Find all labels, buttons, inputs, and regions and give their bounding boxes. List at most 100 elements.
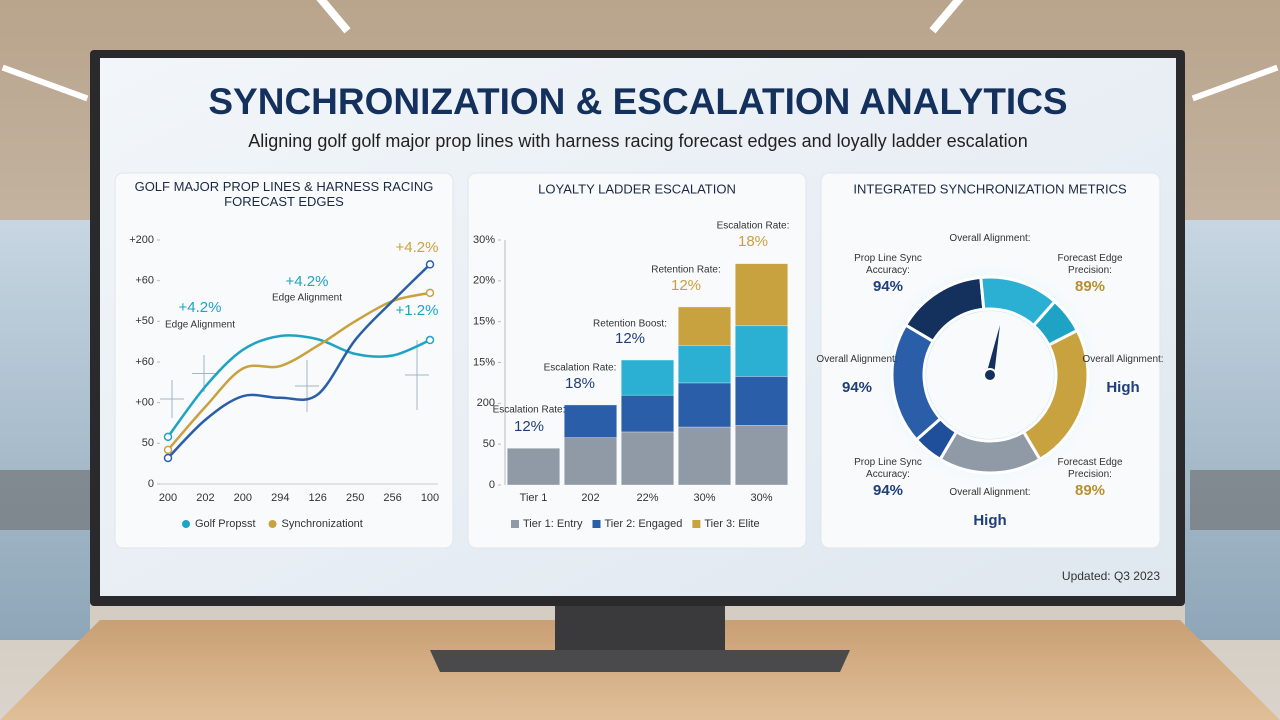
annotation-label: Overall Alignment: (1082, 354, 1164, 365)
point (163, 453, 173, 463)
annotation-value: 89% (1074, 482, 1106, 499)
legend-swatch (692, 520, 701, 528)
x-tick-label: 200 (159, 492, 177, 504)
legend-label: Tier 1: Entry (523, 518, 583, 530)
annotation-value: 94% (872, 482, 904, 499)
updated-note: Updated: Q3 2023 (1062, 569, 1160, 583)
chart-title: GOLF MAJOR PROP LINES & HARNESS RACING F… (134, 180, 434, 209)
annotation-value: 89% (1074, 278, 1106, 295)
bar-segment (563, 437, 618, 486)
annotation-value: 94% (872, 482, 904, 499)
x-tick-label: Tier 1 (520, 492, 548, 504)
bar-segment (677, 426, 732, 486)
chair (0, 470, 90, 530)
y-tick-label: 50 (142, 437, 154, 449)
point (425, 335, 435, 345)
y-tick-label: 20% (473, 275, 495, 287)
x-tick-label: 100 (421, 492, 439, 504)
page-title: SYNCHRONIZATION & ESCALATION ANALYTICS (208, 81, 1067, 122)
annotation-value: 12% (514, 418, 544, 435)
bar-segment (734, 425, 789, 486)
annotation-label: Overall Alignment: (1082, 354, 1164, 365)
annotation-label: Forecast Edge Precision: (1057, 253, 1123, 276)
line-series (166, 334, 431, 438)
y-tick-label: 200 (477, 397, 495, 409)
y-tick-label: 15% (473, 356, 495, 368)
bar-segment (734, 325, 789, 377)
bar-segment (677, 382, 732, 428)
annotation-value: 94% (872, 278, 904, 295)
annotation-value: 94% (841, 379, 873, 396)
annotation: Edge Alignment (165, 320, 235, 331)
x-tick-label: 202 (581, 492, 599, 504)
y-tick-label: 15% (473, 316, 495, 328)
annotation-label: Overall Alignment: (949, 487, 1031, 498)
point (425, 260, 435, 269)
y-tick-label: +60 (135, 356, 154, 368)
annotation-label: Retention Rate: (651, 265, 721, 276)
donut-segment (890, 323, 943, 442)
annotation-label: Overall Alignment: (816, 354, 898, 365)
x-tick-label: 294 (271, 492, 289, 504)
page-subtitle: Aligning golf golf major prop lines with… (248, 131, 1027, 151)
annotation-value: 18% (565, 375, 595, 392)
annotation-value: 94% (872, 278, 904, 295)
x-tick-label: 200 (234, 492, 252, 504)
x-tick-label: 202 (196, 492, 214, 504)
x-tick-label: 250 (346, 492, 364, 504)
annotation-value: 12% (671, 277, 701, 294)
point (163, 432, 173, 442)
chair (1190, 470, 1280, 530)
legend-label: Golf Propsst (195, 518, 256, 530)
line-series (167, 263, 431, 459)
x-tick-label: 30% (750, 492, 772, 504)
annotation-label: Prop Line Sync Accuracy: (854, 457, 922, 480)
annotation-value: 89% (1074, 482, 1106, 499)
point (425, 288, 435, 298)
annotation-value: 89% (1074, 278, 1106, 295)
bar-segment (620, 431, 675, 486)
chart-title: GOLF MAJOR PROP LINES & HARNESS RACING F… (134, 180, 434, 209)
needle (986, 325, 1000, 376)
annotation-value: High (973, 512, 1007, 529)
annotation-value: 12% (615, 330, 645, 347)
point (163, 445, 173, 455)
bar-segment (620, 394, 675, 433)
y-tick-label: +60 (135, 275, 154, 287)
legend-swatch (182, 520, 190, 528)
legend-swatch (268, 520, 277, 528)
y-tick-label: 0 (148, 478, 154, 490)
annotation-label: Escalation Rate: (544, 363, 617, 374)
monitor-base (430, 650, 850, 672)
annotation-label: Overall Alignment: (949, 233, 1031, 244)
annotation-label: Escalation Rate: (717, 221, 790, 232)
bar-segment (734, 376, 789, 426)
chart-title: LOYALTY LADDER ESCALATION (538, 181, 736, 196)
ceiling-light (299, 0, 351, 34)
legend-swatch (592, 520, 601, 528)
bar-segment (620, 359, 675, 396)
window (1185, 220, 1280, 640)
annotation-label: Forecast Edge Precision: (1057, 457, 1122, 480)
bar-segment (506, 447, 561, 486)
y-tick-label: +50 (135, 315, 154, 327)
annotation-label: Prop Line Sync Accuracy: (854, 457, 922, 480)
monitor-stand (555, 600, 725, 655)
line-series (167, 291, 431, 451)
annotation-label: Overall Alignment: (949, 233, 1031, 244)
y-tick-label: +200 (129, 234, 154, 246)
annotation-label: Overall Alignment: (816, 354, 898, 365)
panel (114, 172, 454, 549)
bar-segment (734, 263, 789, 327)
y-tick-label: 50 (483, 438, 495, 450)
ceiling-light (1, 64, 89, 102)
annotation-value: High (973, 512, 1007, 529)
needle-hub (983, 368, 997, 382)
x-tick-label: 256 (383, 492, 401, 504)
annotation-label: Overall Alignment: (949, 487, 1031, 498)
chart-title: INTEGRATED SYNCHRONIZATION METRICS (853, 181, 1127, 196)
annotation-label: Retention Boost: (593, 319, 667, 330)
annotation-label: Escalation Rate: (493, 405, 566, 416)
legend-swatch (511, 520, 519, 528)
annotation-value: 94% (841, 379, 873, 396)
